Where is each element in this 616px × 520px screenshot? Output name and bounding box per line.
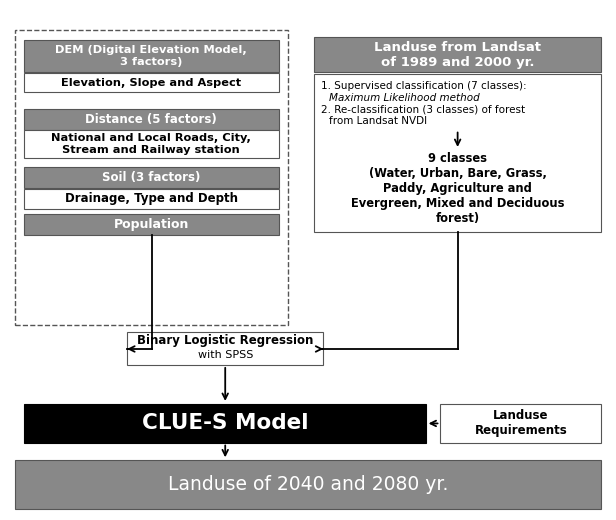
FancyBboxPatch shape xyxy=(24,130,278,158)
Text: Maximum Likelihood method: Maximum Likelihood method xyxy=(329,93,480,103)
FancyBboxPatch shape xyxy=(440,404,601,443)
FancyBboxPatch shape xyxy=(314,37,601,72)
Text: 9 classes
(Water, Urban, Bare, Grass,
Paddy, Agriculture and
Evergreen, Mixed an: 9 classes (Water, Urban, Bare, Grass, Pa… xyxy=(351,152,564,225)
FancyBboxPatch shape xyxy=(24,189,278,210)
Text: with SPSS: with SPSS xyxy=(198,350,253,360)
Text: Population: Population xyxy=(113,218,189,231)
FancyBboxPatch shape xyxy=(24,214,278,235)
Text: 1. Supervised classification (7 classes):: 1. Supervised classification (7 classes)… xyxy=(322,81,527,90)
Text: Drainage, Type and Depth: Drainage, Type and Depth xyxy=(65,192,238,205)
FancyBboxPatch shape xyxy=(15,460,601,509)
Text: Soil (3 factors): Soil (3 factors) xyxy=(102,171,201,184)
FancyBboxPatch shape xyxy=(24,167,278,188)
Text: from Landsat NVDI: from Landsat NVDI xyxy=(329,116,427,126)
FancyBboxPatch shape xyxy=(24,40,278,72)
FancyBboxPatch shape xyxy=(127,332,323,365)
Text: 2. Re-classification (3 classes) of forest: 2. Re-classification (3 classes) of fore… xyxy=(322,105,525,115)
FancyBboxPatch shape xyxy=(24,404,426,443)
FancyBboxPatch shape xyxy=(24,109,278,129)
Text: Distance (5 factors): Distance (5 factors) xyxy=(86,113,217,126)
Text: DEM (Digital Elevation Model,
3 factors): DEM (Digital Elevation Model, 3 factors) xyxy=(55,45,247,67)
Text: CLUE-S Model: CLUE-S Model xyxy=(142,413,308,433)
Text: Landuse of 2040 and 2080 yr.: Landuse of 2040 and 2080 yr. xyxy=(168,475,448,494)
Text: Landuse
Requirements: Landuse Requirements xyxy=(474,409,567,437)
Text: Landuse from Landsat
of 1989 and 2000 yr.: Landuse from Landsat of 1989 and 2000 yr… xyxy=(374,41,541,69)
Text: National and Local Roads, City,
Stream and Railway station: National and Local Roads, City, Stream a… xyxy=(51,133,251,155)
FancyBboxPatch shape xyxy=(24,73,278,93)
FancyBboxPatch shape xyxy=(314,74,601,231)
Text: Elevation, Slope and Aspect: Elevation, Slope and Aspect xyxy=(61,77,241,87)
Text: Binary Logistic Regression: Binary Logistic Regression xyxy=(137,334,314,347)
